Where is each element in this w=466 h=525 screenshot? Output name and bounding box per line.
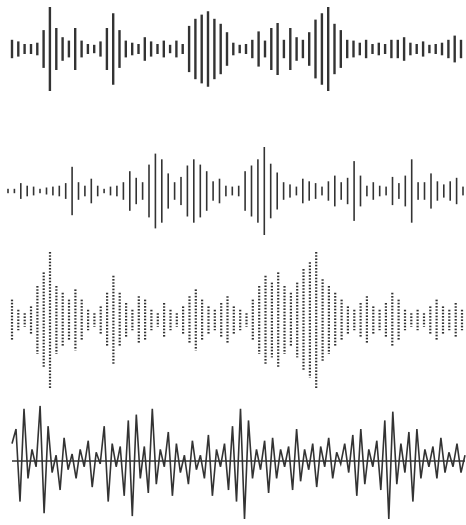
waveform-line-path [11,405,466,520]
waveform-solid-bars [10,7,463,91]
waveform-thin-bars [7,147,464,235]
waveform-line [11,405,466,520]
waveform-dotted-bars [10,252,464,388]
